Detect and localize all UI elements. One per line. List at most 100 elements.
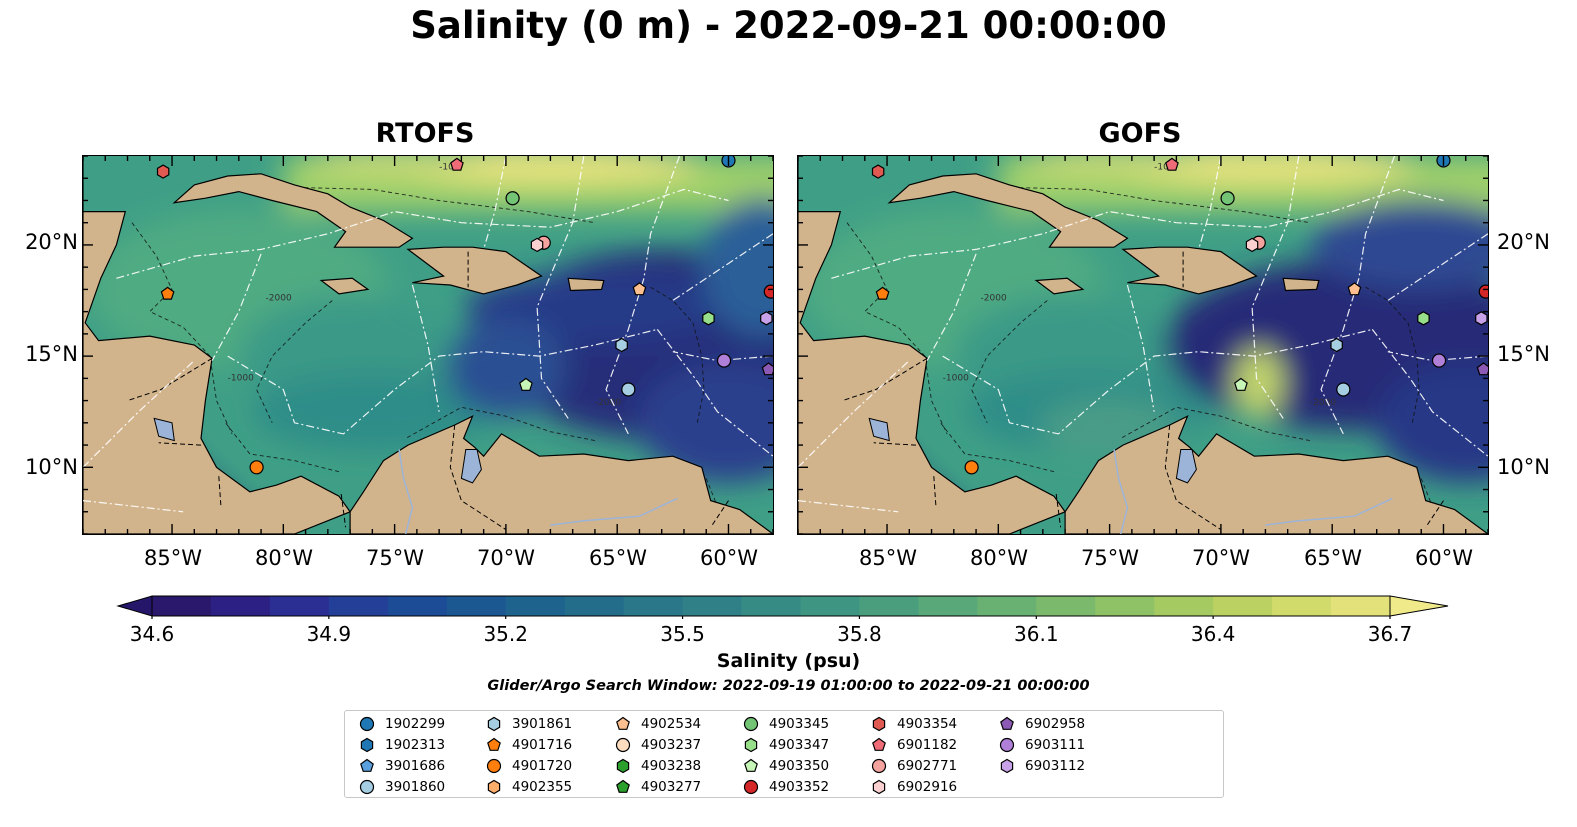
legend-marker-icon bbox=[360, 758, 374, 772]
legend-item-4901720: 4901720 bbox=[486, 756, 572, 776]
float-marker-6901182 bbox=[1165, 157, 1179, 171]
colorbar-segment bbox=[269, 596, 330, 616]
legend-label: 4901720 bbox=[512, 758, 573, 774]
float-marker-4901716 bbox=[875, 286, 890, 300]
lon-label-60w-rtofs: 60°W bbox=[700, 546, 758, 570]
axis-ticks bbox=[83, 156, 773, 534]
land bbox=[83, 156, 773, 534]
colorbar-segment bbox=[1272, 596, 1332, 616]
colorbar-tick-label: 34.6 bbox=[129, 622, 175, 646]
legend-label: 4903350 bbox=[769, 758, 830, 774]
legend-label: 4903237 bbox=[641, 737, 702, 753]
colorbar-segment bbox=[328, 596, 389, 616]
legend-label: 4902355 bbox=[512, 779, 573, 795]
lon-label-70w-gofs: 70°W bbox=[1192, 546, 1250, 570]
legend-marker-icon bbox=[999, 737, 1015, 753]
colorbar-segment bbox=[1331, 596, 1391, 616]
legend-label: 6903111 bbox=[1025, 737, 1086, 753]
country-borders bbox=[842, 251, 1444, 531]
legend-marker-icon bbox=[872, 779, 886, 795]
colorbar-segment bbox=[977, 596, 1037, 616]
map-gofs[interactable]: -100 -1000 -2000 -2000 bbox=[797, 155, 1489, 535]
colorbar-segment bbox=[210, 596, 271, 616]
legend-label: 4902534 bbox=[641, 716, 702, 732]
legend-marker-icon bbox=[616, 716, 630, 730]
legend-label: 1902313 bbox=[385, 737, 446, 753]
legend-marker-icon bbox=[616, 758, 630, 774]
panel-title-gofs: GOFS bbox=[1098, 118, 1182, 149]
colorbar-tick-label: 34.9 bbox=[306, 622, 352, 646]
lat-label-20-left: 20°N bbox=[25, 230, 78, 254]
bathymetry-contours bbox=[846, 186, 1440, 524]
float-marker-4903347 bbox=[1417, 311, 1430, 326]
lon-label-80w-gofs: 80°W bbox=[970, 546, 1028, 570]
colorbar bbox=[0, 593, 1577, 623]
lon-label-80w-rtofs: 80°W bbox=[255, 546, 313, 570]
lon-label-70w-rtofs: 70°W bbox=[477, 546, 535, 570]
contour-label: -2000 bbox=[1310, 398, 1336, 408]
float-marker-4903350 bbox=[519, 377, 533, 391]
legend-label: 4901716 bbox=[512, 737, 573, 753]
colorbar-tick-label: 36.7 bbox=[1367, 622, 1413, 646]
lat-label-10-left: 10°N bbox=[25, 455, 78, 479]
legend-marker-icon bbox=[487, 716, 501, 732]
float-marker-4903354 bbox=[156, 164, 170, 179]
legend-label: 4903345 bbox=[769, 716, 830, 732]
colorbar-segment bbox=[1095, 596, 1155, 616]
float-marker-4902534 bbox=[1347, 282, 1362, 296]
float-marker-3901861 bbox=[615, 337, 628, 353]
legend-item-6902958: 6902958 bbox=[999, 714, 1085, 734]
float-marker-6903112 bbox=[1475, 311, 1488, 326]
legend-item-6902916: 6902916 bbox=[871, 777, 957, 797]
legend-label: 4903347 bbox=[769, 737, 830, 753]
float-marker-3901860 bbox=[621, 382, 636, 397]
legend-marker-icon bbox=[616, 779, 630, 793]
colorbar-segment bbox=[505, 596, 566, 616]
float-marker-6902916 bbox=[1245, 237, 1259, 253]
colorbar-segment bbox=[1036, 596, 1096, 616]
lon-label-65w-gofs: 65°W bbox=[1304, 546, 1362, 570]
lon-label-85w-rtofs: 85°W bbox=[144, 546, 202, 570]
legend-label: 4903238 bbox=[641, 758, 702, 774]
legend-item-3901861: 3901861 bbox=[486, 714, 572, 734]
colorbar-extend-low bbox=[116, 595, 153, 617]
legend-item-6901182: 6901182 bbox=[871, 735, 957, 755]
float-marker-6903111 bbox=[1431, 353, 1447, 368]
colorbar-segment bbox=[387, 596, 448, 616]
float-marker-4903352 bbox=[763, 284, 773, 299]
maritime-boundaries bbox=[83, 156, 773, 513]
contour-label: -2000 bbox=[266, 294, 292, 304]
colorbar-segment bbox=[564, 596, 625, 616]
legend-item-4902355: 4902355 bbox=[486, 777, 572, 797]
contour-label: -100 bbox=[439, 162, 460, 172]
legend-item-1902313: 1902313 bbox=[359, 735, 445, 755]
maritime-boundaries bbox=[798, 156, 1488, 513]
legend-item-4903345: 4903345 bbox=[743, 714, 829, 734]
map-rtofs[interactable]: -100 -1000 -2000 -2000 bbox=[82, 155, 774, 535]
legend-marker-icon bbox=[744, 758, 758, 772]
legend-item-4902534: 4902534 bbox=[615, 714, 701, 734]
legend-item-6903112: 6903112 bbox=[999, 756, 1085, 776]
legend-label: 1902299 bbox=[385, 716, 446, 732]
legend-marker-icon bbox=[743, 779, 759, 795]
legend-label: 4903277 bbox=[641, 779, 702, 795]
colorbar-segment bbox=[741, 596, 801, 616]
float-marker-4903345 bbox=[1220, 191, 1235, 206]
float-marker-3901861 bbox=[1330, 337, 1343, 353]
legend-item-4903347: 4903347 bbox=[743, 735, 829, 755]
colorbar-label: Salinity (psu) bbox=[716, 650, 861, 672]
legend-marker-icon bbox=[743, 716, 759, 732]
legend-marker-icon bbox=[872, 737, 886, 751]
colorbar-tick-label: 35.8 bbox=[837, 622, 882, 646]
legend-item-6902771: 6902771 bbox=[871, 756, 957, 776]
argo-floats bbox=[156, 156, 773, 475]
lakes bbox=[153, 417, 482, 484]
legend-marker-icon bbox=[486, 758, 502, 774]
float-marker-6902916 bbox=[530, 237, 544, 253]
legend-item-4903354: 4903354 bbox=[871, 714, 957, 734]
colorbar-tick-label: 35.5 bbox=[660, 622, 705, 646]
legend-label: 6902958 bbox=[1025, 716, 1086, 732]
legend-item-3901686: 3901686 bbox=[359, 756, 445, 776]
legend-label: 3901861 bbox=[512, 716, 573, 732]
legend-item-4903277: 4903277 bbox=[615, 777, 701, 797]
